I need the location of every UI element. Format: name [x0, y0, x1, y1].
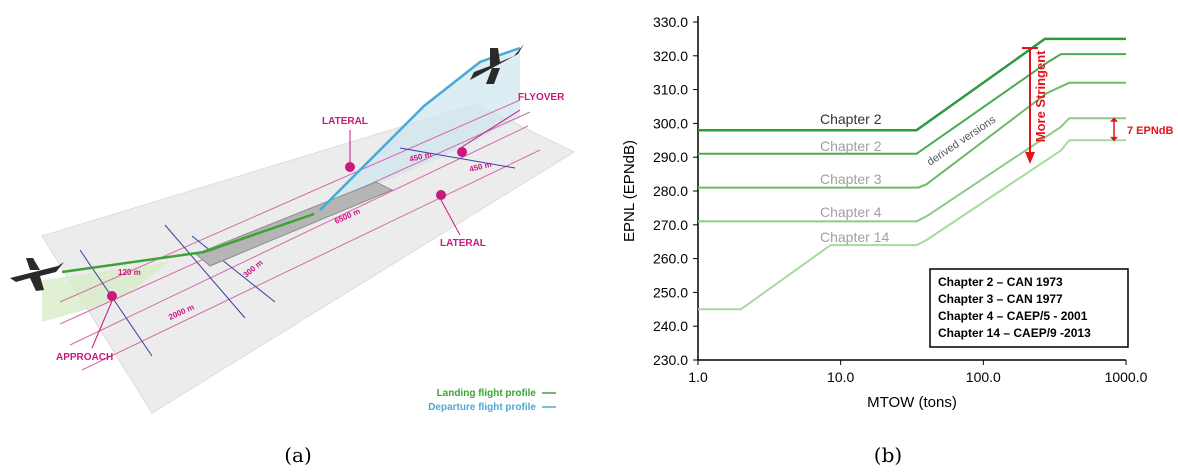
series-line-chapter-2-0	[698, 37, 1126, 132]
departure-aircraft-icon	[470, 44, 524, 84]
label-approach: APPROACH	[56, 352, 113, 363]
series-label-0: Chapter 2	[820, 111, 882, 127]
departure-shade	[322, 50, 520, 208]
gap-arrowhead-top	[1110, 117, 1118, 122]
chapter-legend-line-2: Chapter 4 – CAEP/5 - 2001	[938, 309, 1088, 323]
landing-aircraft-icon	[10, 258, 64, 291]
ground-plane	[41, 103, 576, 414]
y-tick-label: 300.0	[653, 115, 688, 131]
y-tick-label: 240.0	[653, 318, 688, 334]
legend-departure-label: Departure flight profile	[428, 402, 536, 413]
x-tick-label: 100.0	[966, 369, 1001, 385]
series-line-chapter-14-4	[698, 139, 1126, 311]
chapter-legend-box	[929, 268, 1129, 348]
series-line-chapter-2-1	[698, 53, 1126, 155]
approach-shade	[42, 262, 170, 322]
series-label-4: Chapter 14	[820, 229, 889, 245]
chapter-legend-line-0: Chapter 2 – CAN 1973	[938, 275, 1063, 289]
series-label-1: Chapter 2	[820, 138, 882, 154]
y-tick-label: 260.0	[653, 251, 688, 267]
series-line-chapter-4-3	[698, 117, 1126, 223]
chart-series: Chapter 2 Chapter 2 Chapter 3 Chapter 4 Chap…	[698, 37, 1126, 311]
noise-certification-diagram: LATERAL FLYOVER LATERAL APPROACH 450 m 4…	[10, 44, 576, 467]
epnl-chart: 230.0 240.0 250.0 260.0 270.0 280.0 290.0 300.0…	[621, 14, 1174, 467]
chart-annotations: derived versions More Stringent 7 EPNdBCha…	[925, 47, 1174, 348]
label-lateral-right: LATERAL	[440, 238, 486, 249]
series-line-chapter-3-2	[698, 81, 1126, 189]
y-tick-label: 310.0	[653, 82, 688, 98]
caption-b: (b)	[874, 443, 902, 467]
y-tick-label: 230.0	[653, 352, 688, 368]
y-tick-label: 270.0	[653, 217, 688, 233]
gap-arrowhead-bottom	[1110, 136, 1118, 142]
label-lateral-top: LATERAL	[322, 116, 368, 127]
stringent-arrowhead	[1025, 151, 1035, 164]
series-label-3: Chapter 4	[820, 204, 882, 220]
more-stringent-label: More Stringent	[1033, 50, 1048, 142]
measurement-point-lateral-top	[345, 162, 355, 172]
chart-axes: 230.0 240.0 250.0 260.0 270.0 280.0 290.0 300.0…	[621, 14, 1148, 411]
y-tick-label: 290.0	[653, 149, 688, 165]
x-tick-label: 1000.0	[1105, 369, 1148, 385]
chapter-legend-line-3: Chapter 14 – CAEP/9 -2013	[938, 326, 1091, 340]
y-tick-label: 320.0	[653, 48, 688, 64]
label-dist-120: 120 m	[118, 268, 141, 277]
label-flyover: FLYOVER	[518, 92, 565, 103]
x-tick-label: 1.0	[688, 369, 708, 385]
x-axis-label: MTOW (tons)	[867, 394, 957, 411]
y-tick-label: 280.0	[653, 183, 688, 199]
chapter-legend-line-1: Chapter 3 – CAN 1977	[938, 292, 1063, 306]
legend-landing-label: Landing flight profile	[437, 388, 537, 399]
landing-flight-path	[61, 212, 315, 274]
measurement-point-lateral-right	[436, 190, 446, 200]
measurement-point-approach	[107, 291, 117, 301]
y-tick-label: 330.0	[653, 14, 688, 30]
caption-a: (a)	[284, 443, 312, 467]
y-tick-label: 250.0	[653, 284, 688, 300]
measurement-point-flyover	[457, 147, 467, 157]
gap-label: 7 EPNdB	[1127, 125, 1174, 137]
runway	[195, 181, 394, 267]
y-axis-label: EPNL (EPNdB)	[621, 140, 638, 242]
x-tick-label: 10.0	[827, 369, 854, 385]
series-label-2: Chapter 3	[820, 171, 882, 187]
